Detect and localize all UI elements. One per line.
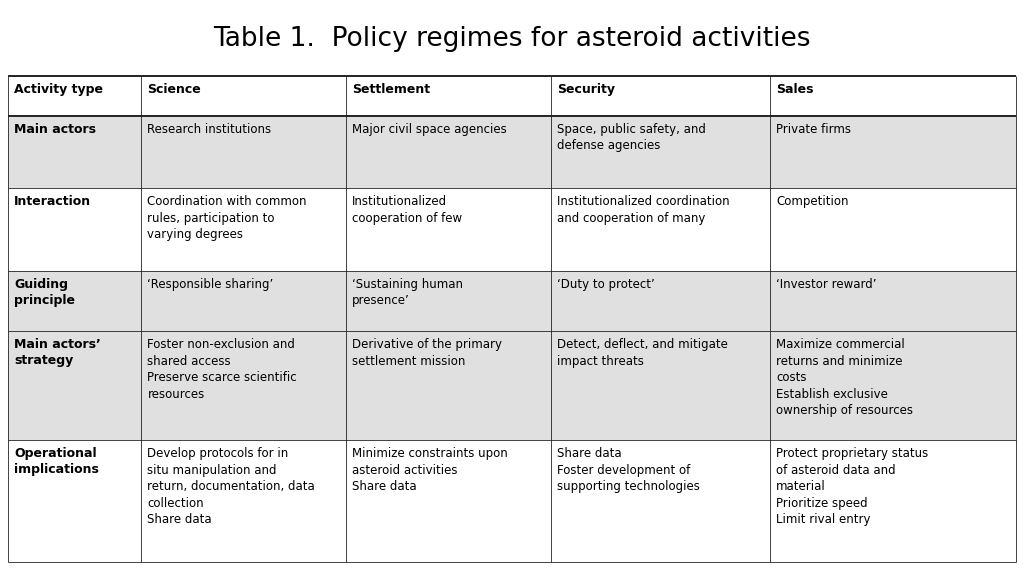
Text: Research institutions: Research institutions — [147, 123, 271, 136]
Bar — [8, 188, 1016, 271]
Bar — [8, 271, 1016, 331]
Bar — [8, 116, 1016, 188]
Text: Activity type: Activity type — [14, 83, 103, 96]
Text: Science: Science — [147, 83, 201, 96]
Text: Space, public safety, and
defense agencies: Space, public safety, and defense agenci… — [557, 123, 706, 152]
Bar — [8, 331, 1016, 441]
Text: Foster non-exclusion and
shared access
Preserve scarce scientific
resources: Foster non-exclusion and shared access P… — [147, 338, 297, 401]
Text: Guiding
principle: Guiding principle — [14, 278, 76, 307]
Text: Major civil space agencies: Major civil space agencies — [352, 123, 507, 136]
Text: Competition: Competition — [776, 195, 849, 208]
Text: Coordination with common
rules, participation to
varying degrees: Coordination with common rules, particip… — [147, 195, 307, 241]
Text: Main actors: Main actors — [14, 123, 96, 136]
Text: Security: Security — [557, 83, 615, 96]
Text: Operational
implications: Operational implications — [14, 448, 99, 476]
Text: Detect, deflect, and mitigate
impact threats: Detect, deflect, and mitigate impact thr… — [557, 338, 728, 368]
Text: Sales: Sales — [776, 83, 814, 96]
Text: Maximize commercial
returns and minimize
costs
Establish exclusive
ownership of : Maximize commercial returns and minimize… — [776, 338, 913, 417]
Text: Minimize constraints upon
asteroid activities
Share data: Minimize constraints upon asteroid activ… — [352, 448, 508, 494]
Text: Settlement: Settlement — [352, 83, 430, 96]
Text: Share data
Foster development of
supporting technologies: Share data Foster development of support… — [557, 448, 700, 494]
Text: ‘Sustaining human
presence’: ‘Sustaining human presence’ — [352, 278, 463, 308]
Text: Develop protocols for in
situ manipulation and
return, documentation, data
colle: Develop protocols for in situ manipulati… — [147, 448, 315, 526]
Text: ‘Duty to protect’: ‘Duty to protect’ — [557, 278, 654, 291]
Bar — [8, 441, 1016, 562]
Text: ‘Responsible sharing’: ‘Responsible sharing’ — [147, 278, 273, 291]
Text: Derivative of the primary
settlement mission: Derivative of the primary settlement mis… — [352, 338, 502, 368]
Text: Institutionalized
cooperation of few: Institutionalized cooperation of few — [352, 195, 463, 225]
Text: Private firms: Private firms — [776, 123, 851, 136]
Text: Interaction: Interaction — [14, 195, 91, 208]
Text: Institutionalized coordination
and cooperation of many: Institutionalized coordination and coope… — [557, 195, 730, 225]
Text: ‘Investor reward’: ‘Investor reward’ — [776, 278, 877, 291]
Text: Table 1.  Policy regimes for asteroid activities: Table 1. Policy regimes for asteroid act… — [213, 26, 811, 52]
Bar — [8, 76, 1016, 116]
Text: Protect proprietary status
of asteroid data and
material
Prioritize speed
Limit : Protect proprietary status of asteroid d… — [776, 448, 929, 526]
Text: Main actors’
strategy: Main actors’ strategy — [14, 338, 101, 367]
